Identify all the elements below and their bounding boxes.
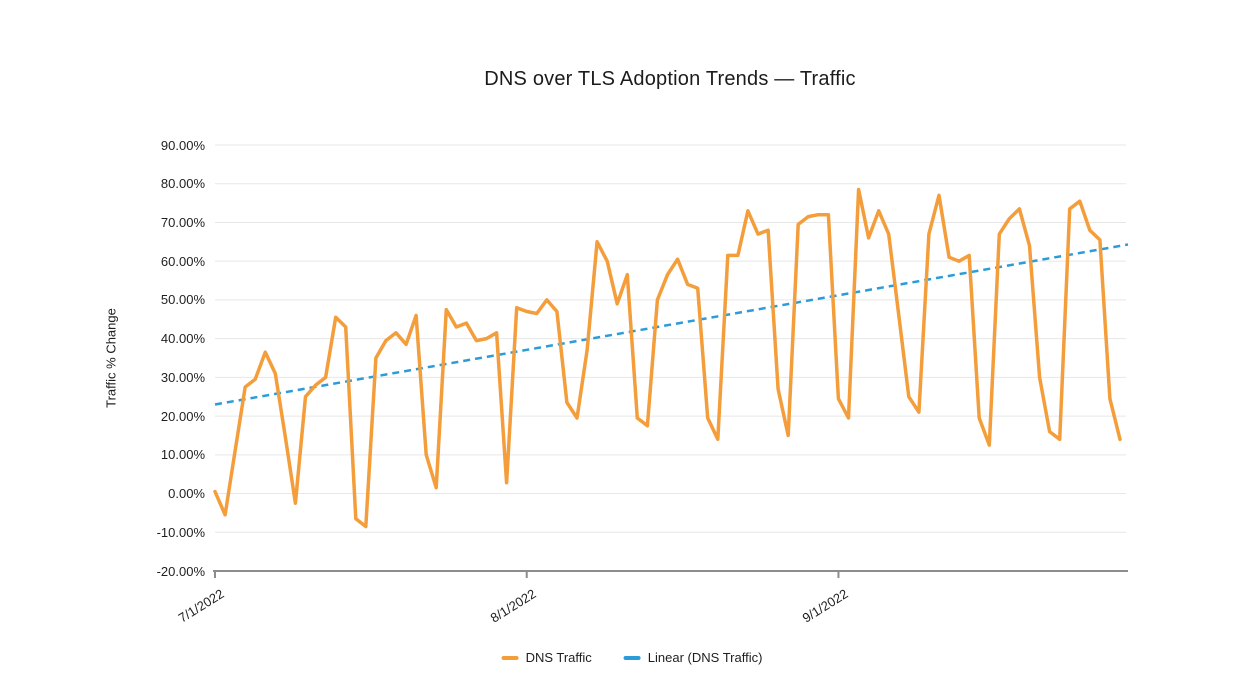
legend-label-dns-traffic: DNS Traffic xyxy=(525,650,592,665)
legend-label-trendline: Linear (DNS Traffic) xyxy=(647,650,763,665)
y-axis-tick-label: 80.00% xyxy=(160,176,205,192)
y-axis-tick-label: -20.00% xyxy=(156,563,205,579)
y-axis-tick-label: 90.00% xyxy=(160,137,205,153)
legend-swatch-dns-traffic xyxy=(501,655,519,660)
legend-item-trendline: Linear (DNS Traffic) xyxy=(623,650,763,665)
trendline-linear-dns-traffic xyxy=(214,243,1129,406)
y-axis-tick-label: 50.00% xyxy=(160,292,205,308)
legend-item-dns-traffic: DNS Traffic xyxy=(501,650,592,665)
y-axis-tick-label: 60.00% xyxy=(160,253,205,269)
y-axis-tick-label: 30.00% xyxy=(160,369,205,385)
y-axis-tick-label: 0.00% xyxy=(168,486,205,502)
dns-traffic-line xyxy=(213,187,1122,529)
y-axis-tick-label: 10.00% xyxy=(160,447,205,463)
legend: DNS Traffic Linear (DNS Traffic) xyxy=(501,650,763,665)
y-axis-tick-label: 20.00% xyxy=(160,408,205,424)
legend-swatch-trendline xyxy=(623,655,641,660)
y-axis-tick-label: -10.00% xyxy=(156,524,205,540)
y-axis-tick-label: 70.00% xyxy=(160,214,205,230)
chart-title: DNS over TLS Adoption Trends — Traffic xyxy=(484,68,856,90)
y-axis-tick-label: 40.00% xyxy=(160,331,205,347)
